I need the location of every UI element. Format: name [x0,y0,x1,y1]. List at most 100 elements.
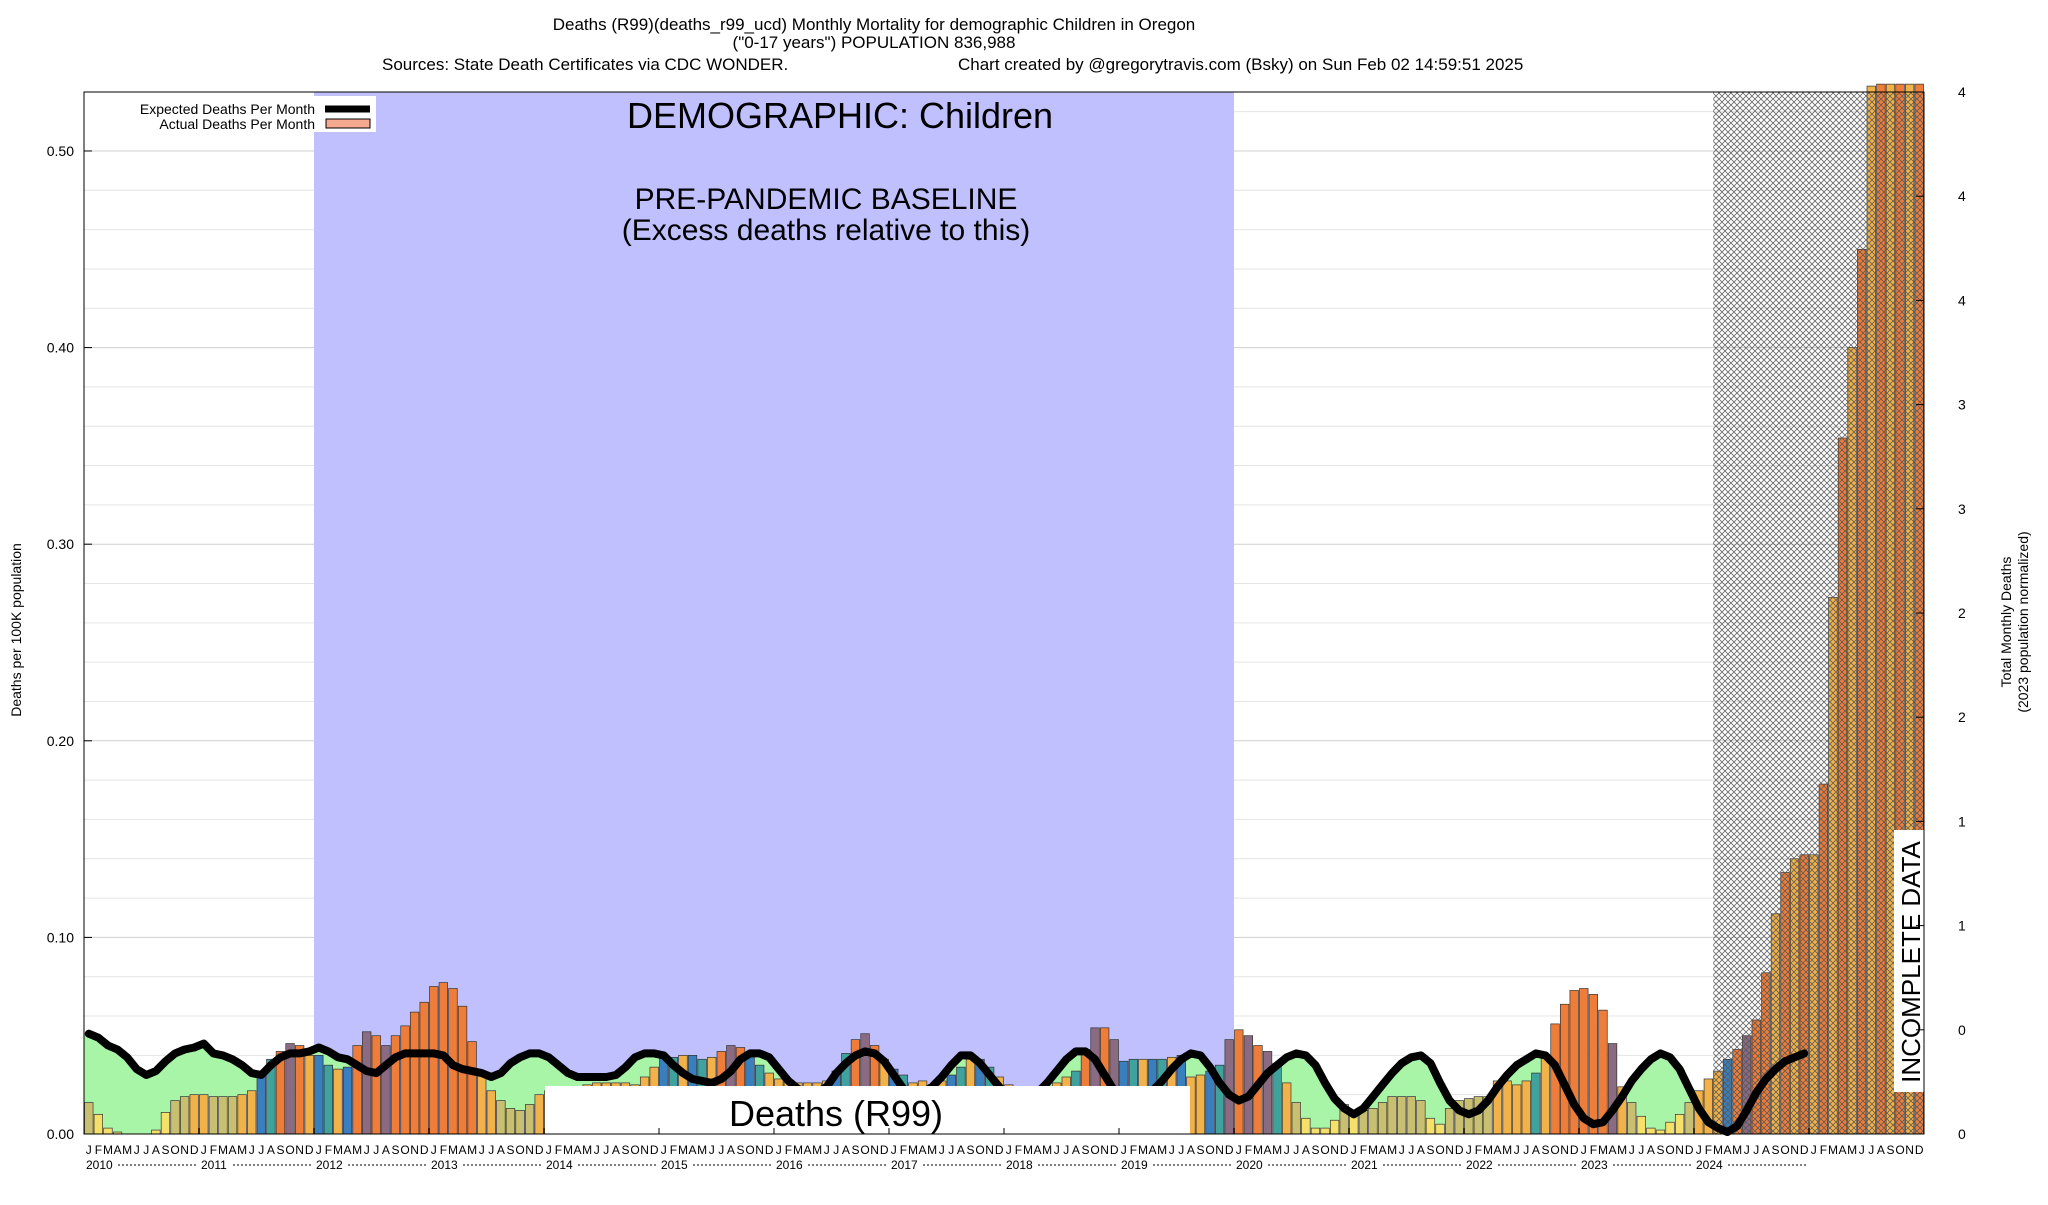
x-month-label: A [229,1143,237,1157]
x-month-label: J [1408,1143,1414,1157]
x-month-label: D [1800,1143,1809,1157]
excess-segment [131,1069,143,1134]
excess-segment [333,1057,344,1070]
x-month-label: M [1138,1143,1148,1157]
x-month-label: S [966,1143,974,1157]
x-month-label: A [727,1143,735,1157]
excess-segment [764,1057,775,1074]
x-month-label: M [812,1143,822,1157]
x-month-label: J [479,1143,485,1157]
x-month-label: A [497,1143,505,1157]
x-month-label: J [776,1143,782,1157]
actual-bar [1521,1080,1531,1135]
actual-bar [179,1096,190,1135]
x-month-label: M [218,1143,228,1157]
x-month-label: M [793,1143,803,1157]
x-month-label: J [1696,1143,1702,1157]
actual-bar [237,1094,247,1135]
x-month-label: O [1090,1143,1099,1157]
excess-segment [1195,1055,1206,1076]
excess-segment [151,1071,162,1131]
actual-bar [505,1108,516,1135]
x-month-label: N [1905,1143,1914,1157]
x-month-label: A [1839,1143,1847,1157]
x-month-label: D [650,1143,659,1157]
x-month-label: O [1205,1143,1214,1157]
x-month-label: M [1828,1143,1838,1157]
y2-tick-label: 1 [1958,918,1966,934]
actual-bar [314,1055,324,1135]
x-month-label: M [1732,1143,1742,1157]
excess-segment [1387,1073,1398,1097]
x-month-label: J [134,1143,140,1157]
x-month-label: O [285,1143,294,1157]
excess-segment [1521,1059,1532,1081]
chart-subtitle: ("0-17 years") POPULATION 836,988 [733,33,1016,52]
excess-segment [1320,1082,1331,1129]
x-month-label: J [1523,1143,1529,1157]
x-year-label: 2022 [1466,1158,1493,1172]
x-month-label: D [1225,1143,1234,1157]
excess-segment [199,1043,210,1095]
actual-bar [486,1090,496,1135]
x-month-label: J [1006,1143,1012,1157]
actual-bar [1627,1102,1637,1135]
x-month-label: O [400,1143,409,1157]
x-month-label: A [459,1143,467,1157]
actual-bar [1320,1127,1330,1135]
x-month-label: F [1130,1143,1137,1157]
x-month-label: A [1877,1143,1885,1157]
x-month-label: A [1379,1143,1387,1157]
actual-bar [419,1001,429,1135]
excess-segment [1665,1057,1676,1123]
excess-segment [1281,1057,1293,1083]
actual-bar [1531,1072,1541,1135]
x-month-label: F [900,1143,907,1157]
x-month-label: D [1915,1143,1924,1157]
x-month-label: D [1110,1143,1119,1157]
actual-bar [400,1025,410,1135]
x-month-label: M [1502,1143,1512,1157]
excess-segment [1310,1065,1321,1129]
x-month-label: J [1178,1143,1184,1157]
y2-tick-label: 4 [1958,292,1966,308]
actual-bar [390,1035,401,1135]
y-axis-label: Deaths per 100K population [8,543,24,717]
x-month-label: S [1311,1143,1319,1157]
x-year-label: 2014 [546,1158,573,1172]
excess-segment [1406,1057,1417,1097]
x-month-label: J [1063,1143,1069,1157]
x-year-label: 2018 [1006,1158,1033,1172]
baseline-band [314,92,1234,1134]
x-month-label: M [697,1143,707,1157]
excess-segment [754,1053,766,1066]
actual-bar [1646,1127,1656,1135]
excess-segment [544,1057,555,1091]
x-month-label: N [1560,1143,1569,1157]
actual-bar [1195,1074,1206,1135]
actual-bar [199,1094,209,1135]
x-month-label: A [689,1143,697,1157]
x-year-label: 2020 [1236,1158,1263,1172]
x-month-label: J [1169,1143,1175,1157]
actual-bar [1368,1108,1378,1135]
x-month-label: D [420,1143,429,1157]
excess-segment [630,1057,641,1085]
legend-actual-swatch [325,118,371,129]
x-month-label: J [718,1143,724,1157]
excess-segment [93,1037,104,1115]
x-month-label: M [1042,1143,1052,1157]
x-month-label: N [180,1143,189,1157]
x-month-label: J [86,1143,92,1157]
x-month-label: S [506,1143,514,1157]
excess-segment [524,1053,536,1105]
x-month-label: N [1675,1143,1684,1157]
actual-bar [1243,1035,1254,1135]
demographic-annotation: DEMOGRAPHIC: Children [627,95,1053,136]
x-month-label: M [103,1143,113,1157]
x-month-label: J [316,1143,322,1157]
actual-bar [1655,1129,1666,1135]
cause-box [545,1086,1190,1138]
x-month-label: J [603,1143,609,1157]
